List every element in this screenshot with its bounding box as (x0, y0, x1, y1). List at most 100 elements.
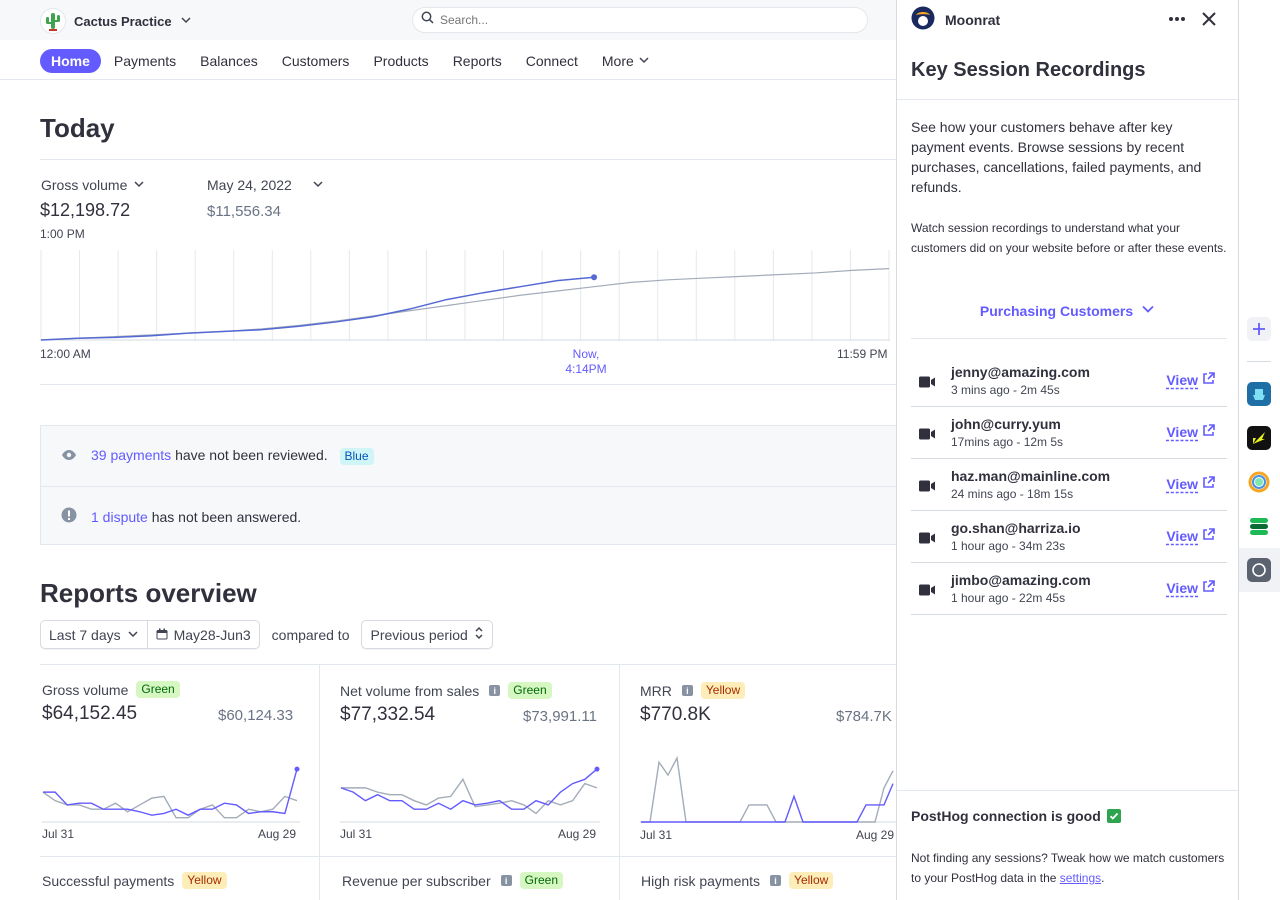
list-item: jimbo@amazing.com 1 hour ago - 22m 45s V… (911, 563, 1227, 615)
series-line-current (40, 276, 595, 341)
search-input[interactable] (440, 13, 840, 27)
panel-footer-divider (897, 790, 1238, 791)
external-link-icon (1202, 424, 1215, 440)
ship-app-icon[interactable] (1247, 382, 1271, 406)
period-select[interactable]: Previous period (362, 621, 491, 648)
view-recording-link[interactable]: View (1166, 476, 1215, 492)
stack-app-icon[interactable] (1247, 514, 1271, 538)
nav-payments[interactable]: Payments (113, 53, 177, 69)
card-revenue-per-subscriber-title[interactable]: Revenue per subscriber i Green (342, 872, 563, 889)
current-point (591, 274, 598, 281)
segment-select[interactable]: Purchasing Customers (897, 302, 1238, 319)
card-successful-payments-title[interactable]: Successful payments Yellow (42, 872, 227, 889)
reports-title: Reports overview (40, 578, 257, 608)
nav-divider (0, 79, 896, 80)
footer-end: . (1101, 871, 1105, 885)
chevron-down-icon (127, 627, 139, 643)
external-link-icon (1202, 580, 1215, 596)
status-badge: Green (136, 681, 180, 698)
info-icon[interactable]: i (500, 875, 512, 886)
video-camera-icon (919, 375, 935, 393)
view-label: View (1166, 476, 1198, 492)
recordings-list: jenny@amazing.com 3 mins ago - 2m 45s Vi… (911, 355, 1227, 615)
compared-to-label: compared to (271, 626, 350, 643)
date-picker[interactable]: May28-Jun3 (146, 621, 259, 648)
sparkline-current (641, 783, 894, 823)
more-options-icon[interactable] (1168, 10, 1186, 33)
video-camera-icon (919, 531, 935, 549)
recording-meta: 1 hour ago - 22m 45s (951, 591, 1066, 605)
recording-meta: 17mins ago - 12m 5s (951, 435, 1064, 449)
ring-app-icon[interactable] (1247, 470, 1271, 494)
status-badge: Yellow (789, 872, 834, 889)
range-select[interactable]: Last 7 days (41, 621, 147, 648)
panel-header: Moonrat (897, 0, 1238, 40)
card-net-volume-title[interactable]: Net volume from sales i Green (340, 682, 552, 699)
nav-customers[interactable]: Customers (281, 53, 350, 69)
card-mrr-title[interactable]: MRR i Yellow (640, 682, 746, 699)
close-icon[interactable] (1200, 10, 1218, 33)
view-label: View (1166, 424, 1198, 440)
status-badge: Green (519, 872, 563, 889)
sparkline-x-start: Jul 31 (640, 828, 673, 842)
lightning-app-icon[interactable] (1247, 426, 1271, 450)
today-chart (40, 250, 890, 341)
compare-date-select[interactable]: May 24, 2022 (207, 177, 324, 193)
add-app-icon[interactable] (1247, 317, 1271, 341)
view-recording-link[interactable]: View (1166, 424, 1215, 440)
sparkline-previous (42, 791, 298, 819)
view-recording-link[interactable]: View (1166, 372, 1215, 388)
checkmark-icon (1106, 809, 1121, 823)
list-item: john@curry.yum 17mins ago - 12m 5s View (911, 407, 1227, 459)
card-title-label: High risk payments (641, 872, 761, 889)
nav-more[interactable]: More (591, 49, 661, 73)
nav-products[interactable]: Products (373, 53, 429, 69)
payments-link[interactable]: 39 payments (91, 447, 172, 463)
sparkline-net-volume (340, 766, 600, 823)
info-icon[interactable]: i (489, 685, 501, 696)
video-camera-icon (919, 583, 935, 601)
date-range-group: Last 7 days May28-Jun3 (40, 620, 260, 649)
nav-balances[interactable]: Balances (200, 53, 258, 69)
settings-link[interactable]: settings (1059, 871, 1102, 885)
info-icon[interactable]: i (681, 685, 693, 696)
info-icon[interactable]: i (770, 875, 782, 886)
sparkline-endpoint (294, 766, 300, 772)
moonrat-panel: Moonrat Key Session Recordings See how y… (896, 0, 1239, 900)
divider (40, 384, 896, 385)
compare-period-group: Previous period (361, 620, 493, 649)
external-link-icon (1202, 372, 1215, 388)
recording-email: jimbo@amazing.com (951, 572, 1091, 588)
list-item: go.shan@harriza.io 1 hour ago - 34m 23s … (911, 511, 1227, 563)
panel-controls (1168, 10, 1218, 33)
card-compare-value: $784.7K (836, 708, 892, 725)
sparkline-current (340, 768, 598, 811)
account-switcher[interactable]: Cactus Practice (40, 8, 192, 34)
view-recording-link[interactable]: View (1166, 528, 1215, 544)
chevron-down-icon (312, 177, 324, 193)
status-badge: Blue (339, 448, 374, 465)
status-badge: Green (508, 682, 552, 699)
nav-connect[interactable]: Connect (525, 53, 578, 69)
list-item: haz.man@mainline.com 24 mins ago - 18m 1… (911, 459, 1227, 511)
cards-row-divider (40, 856, 896, 857)
nav-reports[interactable]: Reports (452, 53, 502, 69)
view-recording-link[interactable]: View (1166, 580, 1215, 596)
moonrat-app-icon[interactable] (1247, 558, 1271, 582)
cards-top-divider (40, 664, 896, 665)
recording-email: john@curry.yum (951, 416, 1061, 432)
search-bar[interactable] (412, 7, 868, 33)
report-filters: Last 7 days May28-Jun3 compared to Previ… (40, 620, 493, 649)
metric-value: $12,198.72 (40, 200, 131, 220)
metric-select[interactable]: Gross volume (41, 177, 145, 193)
card-high-risk-title[interactable]: High risk payments i Yellow (641, 872, 834, 889)
eye-icon (61, 448, 77, 464)
axis-now-label: Now, 4:14PM (556, 347, 616, 377)
axis-now-line1: Now, (572, 347, 600, 361)
date-range-label: May28-Jun3 (173, 626, 251, 643)
card-title-label: Net volume from sales (340, 682, 480, 699)
card-gross-volume-title[interactable]: Gross volume Green (42, 681, 180, 698)
sparkline-x-end: Aug 29 (856, 828, 895, 842)
dispute-link[interactable]: 1 dispute (91, 508, 148, 525)
nav-home[interactable]: Home (40, 49, 101, 73)
